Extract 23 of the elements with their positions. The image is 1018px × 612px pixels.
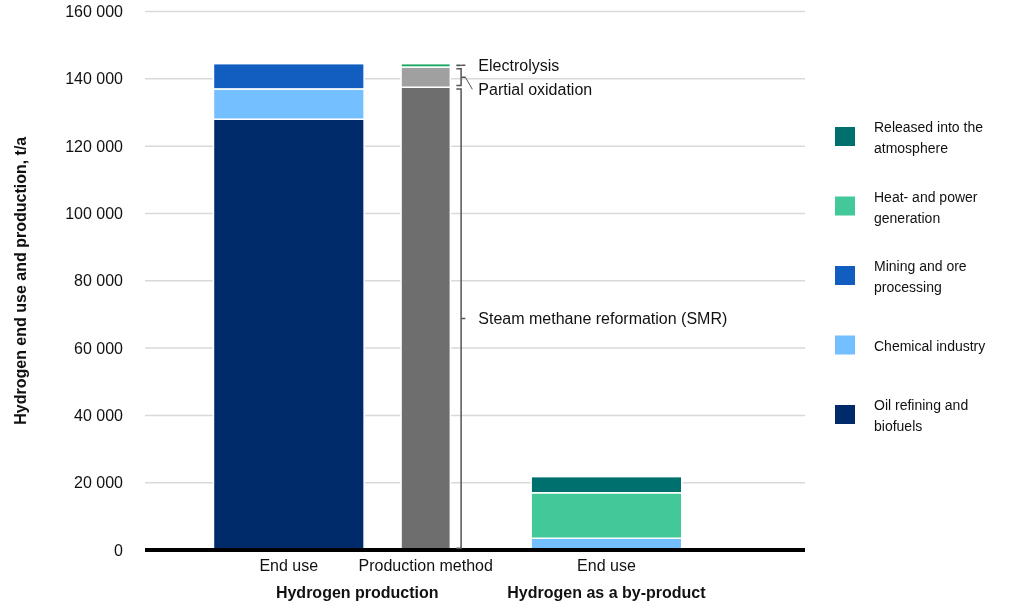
y-tick-label: 60 000	[74, 339, 124, 357]
series-label: Steam methane reformation (SMR)	[478, 310, 728, 328]
legend-label: Mining and ore processing	[874, 258, 967, 295]
y-tick-label: 20 000	[74, 474, 124, 492]
y-tick-label: 100 000	[65, 205, 124, 223]
y-tick-label: 160 000	[65, 3, 124, 21]
legend-label: Chemical industry	[874, 337, 986, 354]
y-tick-label: 120 000	[65, 137, 124, 155]
x-tick-label: Production method	[358, 557, 493, 574]
x-tick-label: End use	[577, 557, 636, 574]
legend-label: Oil refining and biofuels	[874, 397, 969, 434]
series-label: Partial oxidation	[478, 80, 593, 98]
y-tick-label: 0	[114, 541, 124, 559]
y-axis-title: Hydrogen end use and production, t/a	[12, 136, 29, 425]
y-tick-label: 140 000	[65, 70, 124, 88]
y-tick-label: 40 000	[74, 406, 124, 424]
legend-label: Heat- and power generation	[874, 188, 978, 226]
y-tick-label: 80 000	[74, 272, 124, 290]
legend-label: Released into the atmosphere	[874, 119, 984, 156]
series-label: Electrolysis	[478, 56, 560, 74]
text: Hydrogen production	[275, 584, 439, 601]
text: Hydrogen as a by-product	[507, 584, 707, 601]
x-tick-label: End use	[259, 557, 319, 574]
